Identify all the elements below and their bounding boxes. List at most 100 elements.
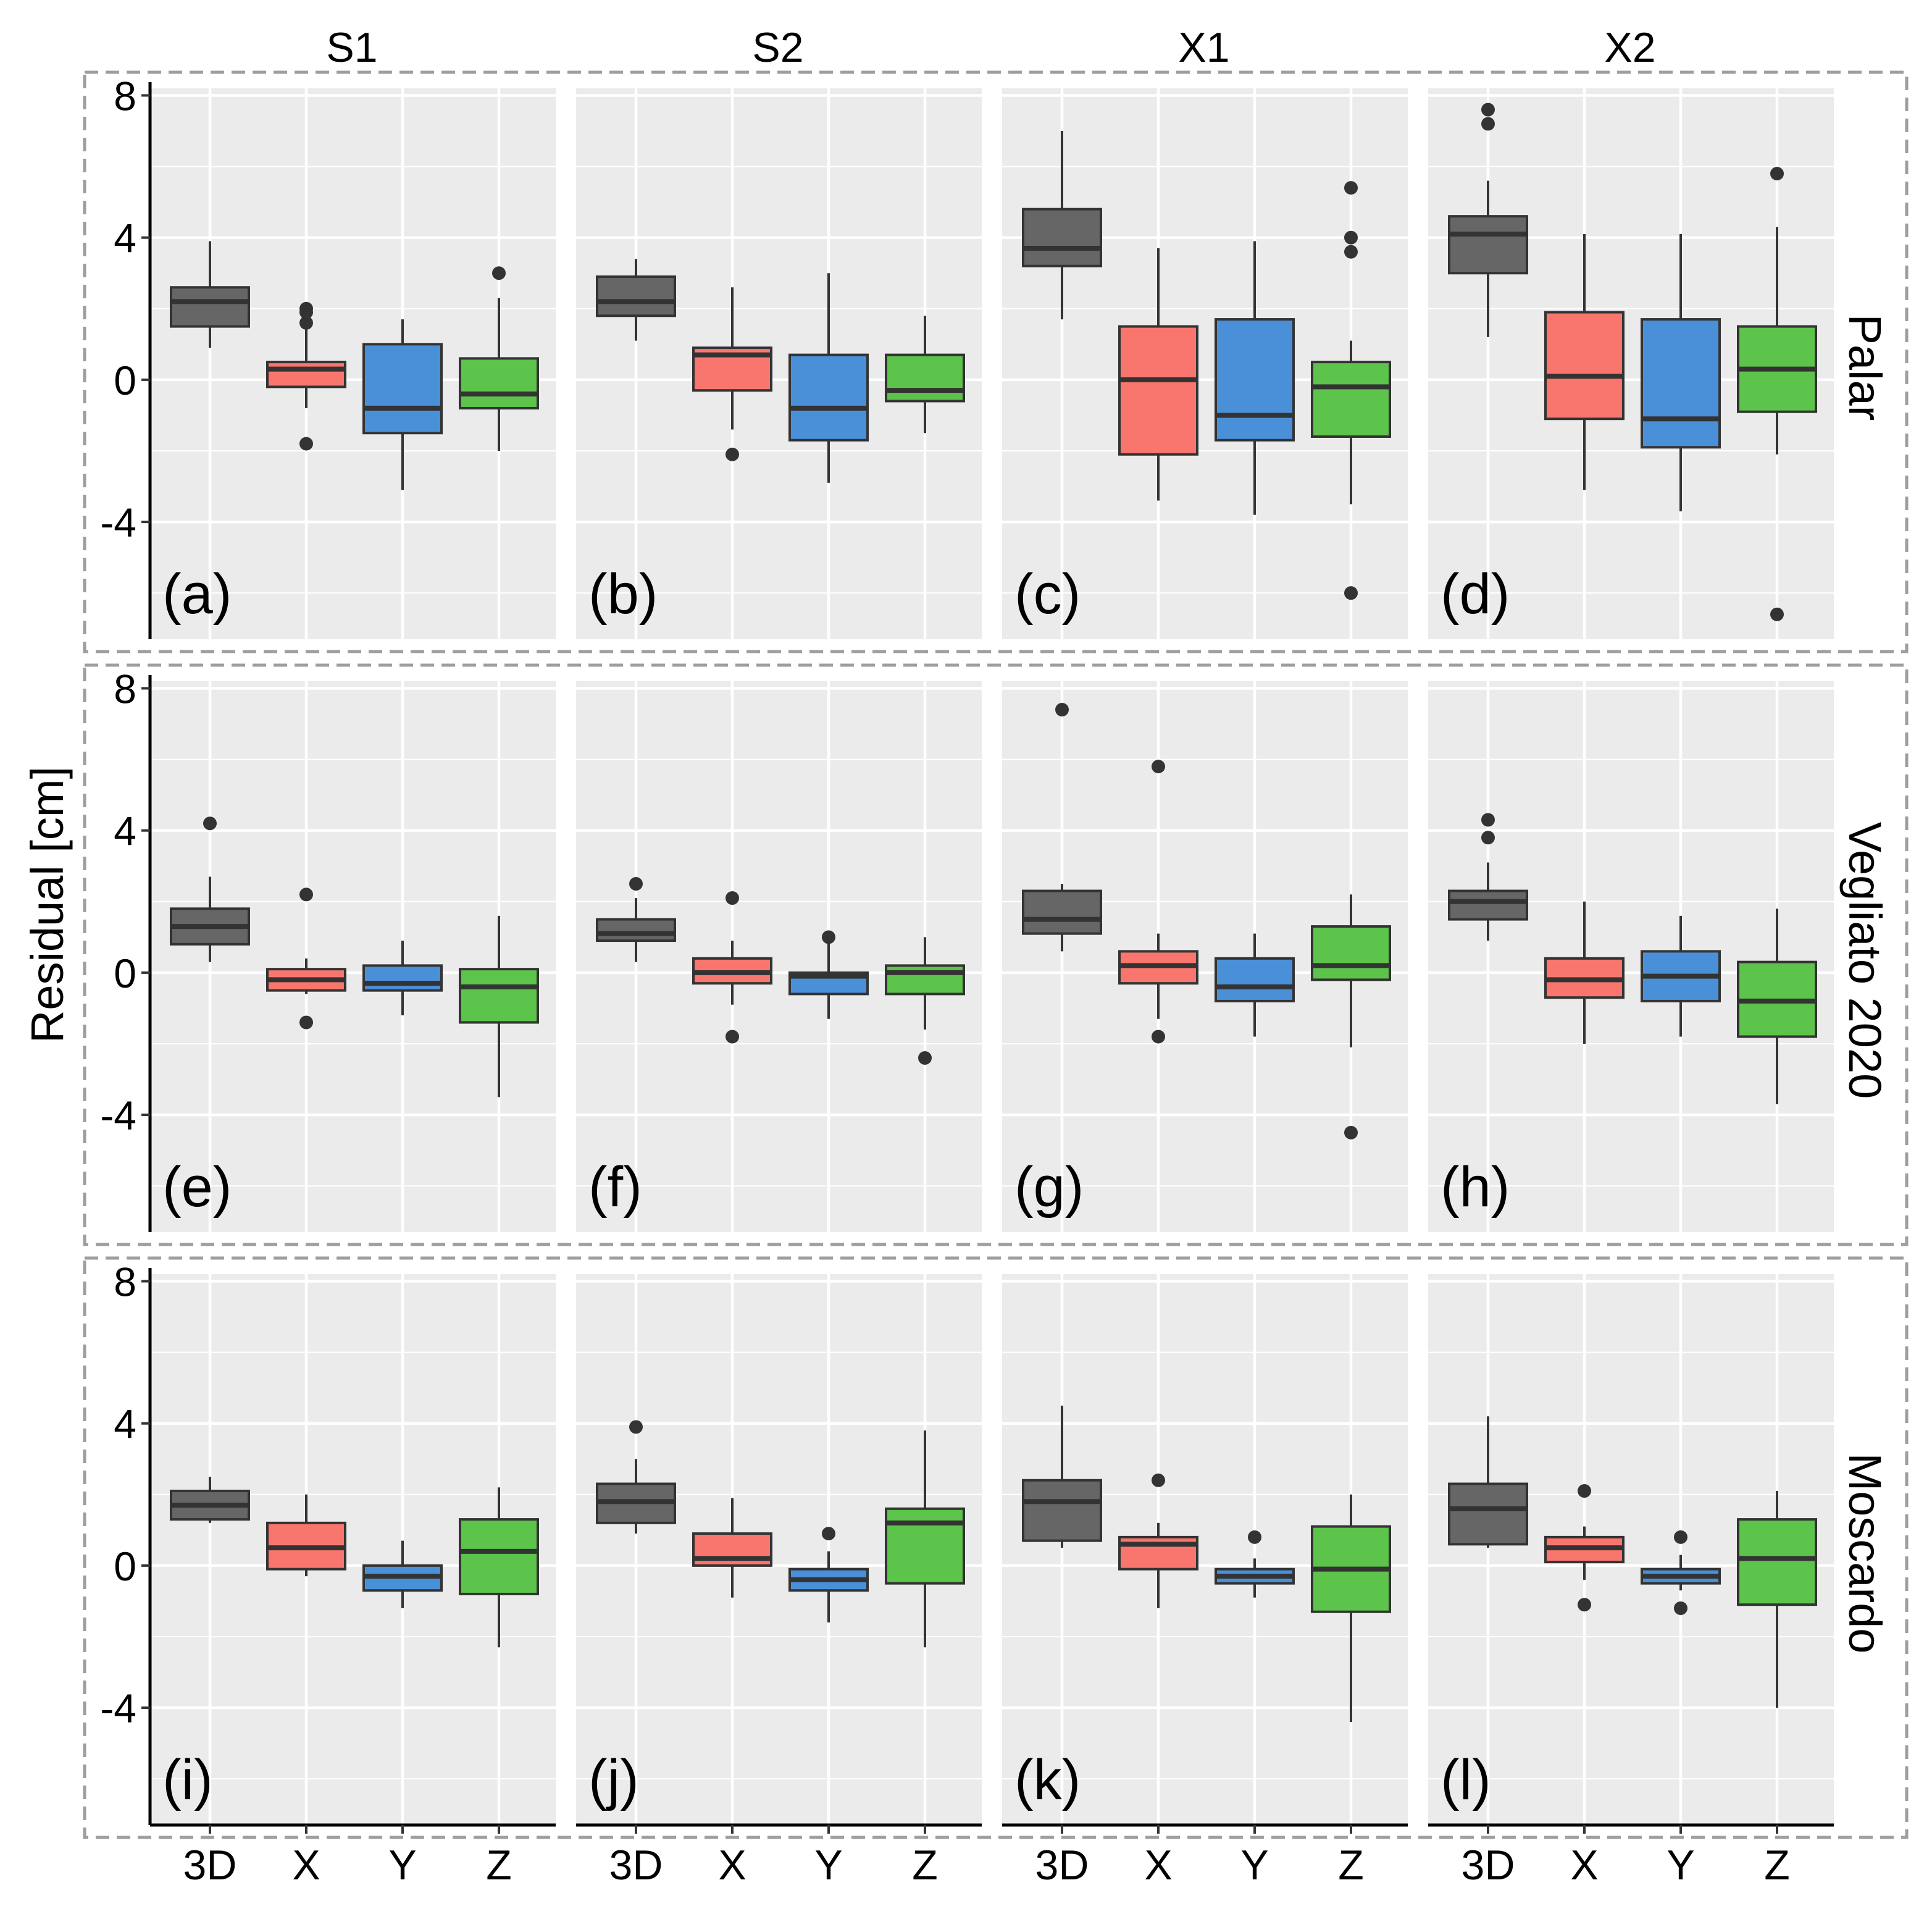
box-y [1641,233,1721,511]
box-iqr-rect [1311,361,1391,438]
box-iqr-rect [596,275,676,317]
row-title-palar: Palar [1839,314,1891,421]
box-3d [1448,1416,1528,1548]
box-3d [1448,103,1528,337]
y-tick-label: 8 [114,1259,136,1305]
box-z [1737,167,1817,621]
panel-label: (k) [1014,1748,1081,1811]
outlier-point [1344,1125,1358,1139]
outlier-point [726,1030,739,1044]
outlier-point [492,266,506,280]
y-tick-label: 0 [114,1543,136,1589]
box-iqr-rect [885,1507,965,1585]
column-title-s1: S1 [326,24,377,71]
row-frame [83,663,1909,1246]
outlier-point [726,891,739,905]
box-iqr-rect [459,357,539,409]
outlier-point [1055,703,1069,717]
x-tick-label: 3D [1035,1842,1089,1889]
y-tick-label: 0 [114,951,136,996]
box-x [692,287,772,461]
panel-e: (e) 8 4 0 -4 [100,666,556,1232]
outlier-point [822,930,835,944]
column-title-s2: S2 [752,24,803,71]
outlier-point [629,1420,643,1434]
box-z [885,316,965,434]
box-iqr-rect [266,361,346,388]
box-x [1544,901,1625,1044]
panel-a: (a) 8 4 0 -4 [100,73,556,639]
outlier-point [1481,117,1495,131]
x-tick-label: Z [912,1842,938,1889]
box-z [459,1487,539,1648]
y-tick-label: 4 [114,1401,136,1447]
box-x [1544,233,1625,490]
box-x [1118,248,1198,501]
panel-background [576,681,982,1232]
box-y [362,319,443,490]
box-iqr-rect [459,1518,539,1595]
box-3d [1448,813,1528,941]
box-y [362,941,443,1015]
panel-d: (d) [1428,88,1834,639]
y-tick-label: -4 [100,1685,136,1731]
box-z [1737,909,1817,1104]
outlier-point [1248,1530,1261,1544]
y-tick-label: 8 [114,73,136,119]
panel-label: (l) [1441,1748,1491,1811]
panel-k: (k) 3D X Y Z [1002,1274,1408,1889]
box-iqr-rect [1215,318,1295,442]
outlier-point [299,1015,313,1030]
box-y [1215,1530,1295,1598]
y-axis-title: Residual [cm] [22,766,73,1043]
box-y [788,273,869,483]
x-tick-label: 3D [183,1842,237,1889]
box-iqr-rect [1215,957,1295,1002]
box-x [266,888,346,1030]
row-frame [83,70,1909,653]
box-3d [596,1420,676,1534]
x-tick-label: Z [486,1842,512,1889]
box-3d [170,816,250,962]
box-iqr-rect [885,964,965,996]
box-x [1544,1484,1625,1612]
column-title-x2: X2 [1604,24,1655,71]
box-iqr-rect [1311,925,1391,981]
outlier-point [1674,1530,1687,1544]
panel-label: (j) [588,1748,639,1811]
panel-label: (h) [1441,1156,1510,1219]
box-y [1641,915,1721,1037]
box-iqr-rect [1544,311,1625,421]
panel-b: (b) [576,88,982,639]
box-3d [596,877,676,962]
box-iqr-rect [1448,215,1528,275]
outlier-point [1344,230,1358,245]
box-y [1215,933,1295,1037]
panel-l: (l) 3D X Y Z [1428,1274,1834,1889]
box-iqr-rect [170,286,250,328]
box-x [266,301,346,451]
panel-label: (d) [1441,563,1510,626]
x-tick-label: X [718,1842,746,1889]
outlier-point [629,877,643,891]
box-iqr-rect [788,353,869,442]
box-z [1311,894,1391,1139]
panel-i: (i) 8 4 0 -4 3D X Y Z [100,1259,556,1889]
box-iqr-rect [459,968,539,1024]
box-iqr-rect [1737,1518,1817,1606]
panel-j: (j) 3D X Y Z [576,1274,982,1889]
box-iqr-rect [362,964,443,992]
x-tick-label: Z [1338,1842,1364,1889]
outlier-point [726,447,739,461]
box-y [362,1540,443,1608]
outlier-point [1344,181,1358,195]
row-title-vegliato-2020: Vegliato 2020 [1839,822,1891,1099]
outlier-point [203,816,217,831]
box-3d [170,241,250,348]
y-tick-label: 4 [114,808,136,854]
box-z [1737,1491,1817,1708]
outlier-point [1152,1473,1165,1487]
outlier-point [1770,167,1784,181]
x-tick-label: Y [388,1842,416,1889]
